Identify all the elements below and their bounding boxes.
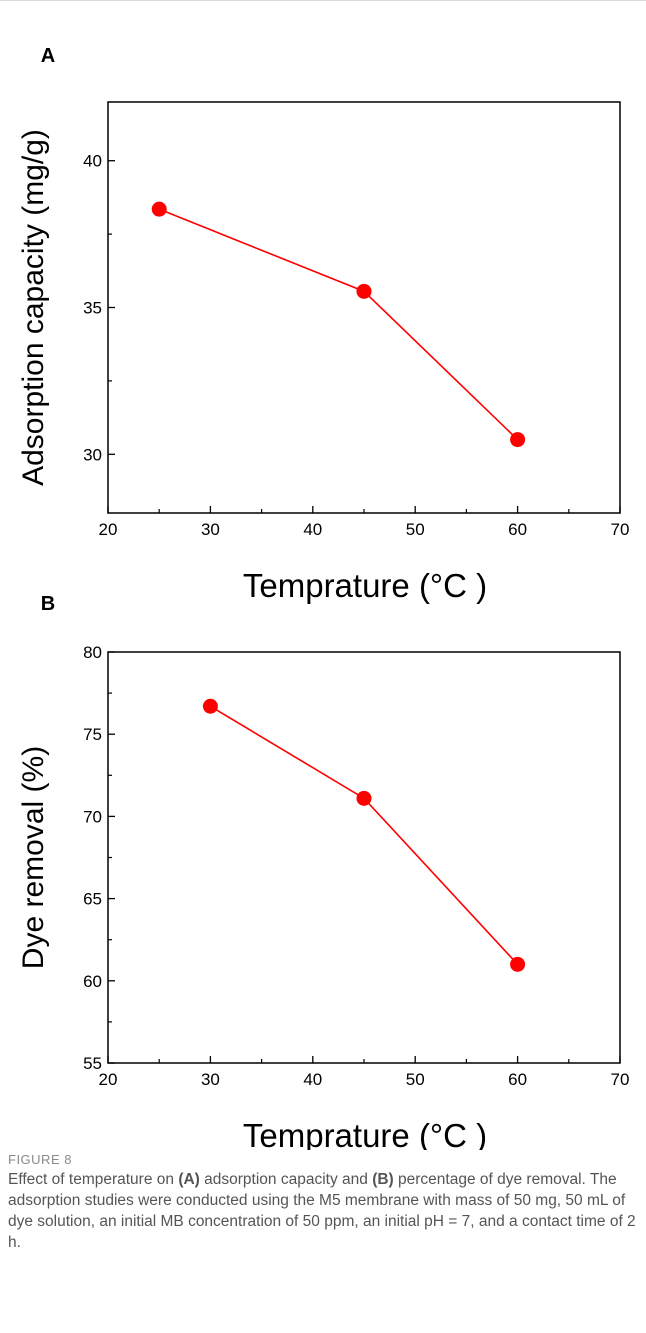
panel-b-data-point — [356, 790, 372, 806]
panel-b-y-tick-label: 70 — [83, 807, 102, 826]
panel-b-x-tick-label: 70 — [611, 1070, 630, 1089]
panel-b-data-point — [510, 956, 526, 972]
caption-ref-b: (B) — [372, 1171, 394, 1188]
panel-b-y-tick-label: 60 — [83, 972, 102, 991]
panel-b-x-tick-label: 50 — [406, 1070, 425, 1089]
panel-b-plot-frame — [107, 651, 621, 1064]
panel-a-x-axis-label: Temprature (°C ) — [243, 567, 487, 604]
panel-a-plot-frame — [107, 101, 621, 514]
panel-a-y-tick-label: 40 — [83, 152, 102, 171]
panel-b-y-tick-label: 55 — [83, 1054, 102, 1073]
panel-a-data-point — [510, 432, 526, 448]
panel-b-y-tick-label: 65 — [83, 890, 102, 909]
panel-a-x-tick-label: 50 — [406, 520, 425, 539]
figure-caption-text: Effect of temperature on (A) adsorption … — [8, 1169, 636, 1253]
figure-8-charts: A 20 30 40 50 60 70 30 35 40 Temprature (°C ) Adsor… — [17, 45, 630, 1150]
caption-part-3: percentage of dye removal. The adsorptio… — [8, 1171, 636, 1251]
panel-a-x-tick-label: 20 — [99, 520, 118, 539]
caption-part-1: Effect of temperature on — [8, 1171, 179, 1188]
panel-a-y-tick-label: 35 — [83, 299, 102, 318]
panel-a-x-tick-label: 70 — [611, 520, 630, 539]
panel-b-x-tick-label: 30 — [201, 1070, 220, 1089]
panel-a-x-tick-label: 40 — [303, 520, 322, 539]
panel-b-y-tick-label: 75 — [83, 725, 102, 744]
top-divider — [0, 0, 646, 1]
panel-a-x-tick-label: 60 — [508, 520, 527, 539]
panel-a-x-tick-label: 30 — [201, 520, 220, 539]
panel-b-x-tick-label: 60 — [508, 1070, 527, 1089]
panel-b-x-axis-label: Temprature (°C ) — [243, 1117, 487, 1150]
panel-b-y-tick-label: 80 — [83, 643, 102, 662]
caption-ref-a: (A) — [178, 1171, 200, 1188]
panel-b-x-tick-label: 40 — [303, 1070, 322, 1089]
panel-a-y-axis-label: Adsorption capacity (mg/g) — [17, 129, 50, 486]
panel-b-data-point — [202, 698, 218, 714]
caption-part-2: adsorption capacity and — [199, 1171, 373, 1188]
panel-a-data-point — [151, 201, 167, 217]
panel-b-x-tick-label: 20 — [99, 1070, 118, 1089]
panel-a-series-line — [158, 208, 519, 441]
panel-a-data-point — [356, 283, 372, 299]
panel-a-y-tick-label: 30 — [83, 445, 102, 464]
figure-caption: FIGURE 8 Effect of temperature on (A) ad… — [8, 1152, 636, 1253]
panel-b-series-line — [209, 705, 519, 965]
panel-a-label: A — [41, 45, 55, 67]
panel-b-y-axis-label: Dye removal (%) — [17, 746, 50, 969]
panel-b-label: B — [41, 593, 55, 615]
figure-label: FIGURE 8 — [8, 1152, 72, 1167]
